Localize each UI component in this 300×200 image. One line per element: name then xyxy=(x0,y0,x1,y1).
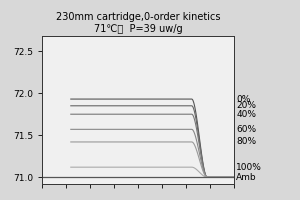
Text: 40%: 40% xyxy=(236,110,256,119)
Title: 230mm cartridge,0-order kinetics
71℃．  P=39 uw/g: 230mm cartridge,0-order kinetics 71℃． P=… xyxy=(56,12,220,34)
Text: 20%: 20% xyxy=(236,101,256,110)
Text: 60%: 60% xyxy=(236,125,256,134)
Text: 0%: 0% xyxy=(236,95,251,104)
Text: Amb: Amb xyxy=(236,173,257,182)
Text: 100%: 100% xyxy=(236,163,262,172)
Text: 80%: 80% xyxy=(236,137,256,146)
